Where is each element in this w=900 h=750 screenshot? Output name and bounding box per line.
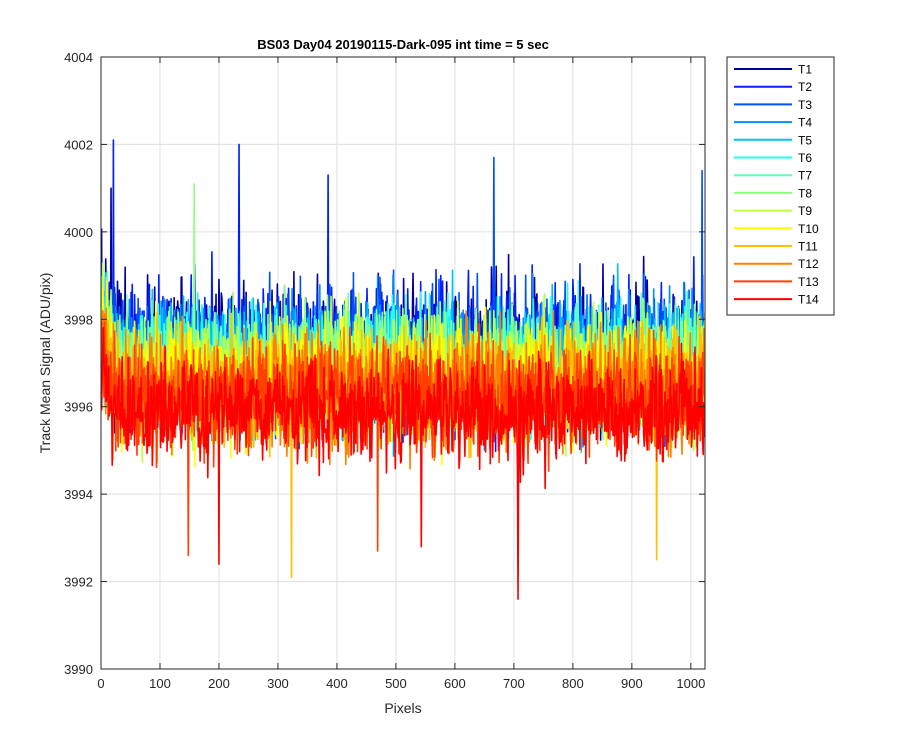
y-axis-ticks: 3990 3992 3994 3996 3998 4000 4002 4004 bbox=[64, 50, 705, 677]
legend-label-t8: T8 bbox=[798, 186, 812, 200]
y-tick-label: 4000 bbox=[64, 225, 93, 240]
x-tick-label: 0 bbox=[97, 676, 104, 691]
y-tick-label: 3994 bbox=[64, 487, 93, 502]
x-tick-label: 700 bbox=[503, 676, 525, 691]
legend-label-t2: T2 bbox=[798, 80, 812, 94]
y-tick-label: 3992 bbox=[64, 575, 93, 590]
y-axis-label: Track Mean Signal (ADU/pix) bbox=[37, 273, 53, 454]
legend-label-t10: T10 bbox=[798, 222, 819, 236]
y-tick-label: 3998 bbox=[64, 312, 93, 327]
x-tick-label: 600 bbox=[444, 676, 466, 691]
x-axis-ticks: 0 100 200 300 400 500 600 700 800 900 1000 bbox=[97, 57, 705, 691]
x-tick-label: 800 bbox=[562, 676, 584, 691]
legend-box bbox=[726, 56, 835, 316]
legend-label-t9: T9 bbox=[798, 204, 812, 218]
x-tick-label: 500 bbox=[385, 676, 407, 691]
legend-label-t6: T6 bbox=[798, 151, 812, 165]
axes-box bbox=[100, 56, 706, 670]
y-tick-label: 3990 bbox=[64, 662, 93, 677]
legend-label-t1: T1 bbox=[798, 63, 812, 77]
x-tick-label: 300 bbox=[267, 676, 289, 691]
y-tick-label: 4004 bbox=[64, 50, 93, 65]
x-tick-label: 200 bbox=[208, 676, 230, 691]
x-tick-label: 1000 bbox=[676, 676, 705, 691]
y-tick-label: 3996 bbox=[64, 400, 93, 415]
x-tick-label: 400 bbox=[326, 676, 348, 691]
legend-label-t4: T4 bbox=[798, 116, 812, 130]
series-line-t14 bbox=[101, 326, 705, 600]
legend: T1 T2 T3 T4 T5 T6 T7 T8 T9 T10 T11 T12 T13 T14 bbox=[726, 56, 835, 316]
chart-title: BS03 Day04 20190115-Dark-095 int time = … bbox=[257, 37, 549, 52]
legend-label-t7: T7 bbox=[798, 169, 812, 183]
series-layer bbox=[101, 139, 705, 600]
legend-label-t14: T14 bbox=[798, 293, 819, 307]
legend-label-t13: T13 bbox=[798, 275, 819, 289]
x-tick-label: 900 bbox=[621, 676, 643, 691]
legend-label-t12: T12 bbox=[798, 257, 819, 271]
plot-area: 0 100 200 300 400 500 600 700 800 900 1000 3990399… bbox=[64, 50, 706, 691]
x-tick-label: 100 bbox=[149, 676, 171, 691]
legend-label-t5: T5 bbox=[798, 133, 812, 147]
legend-label-t11: T11 bbox=[798, 240, 818, 254]
legend-label-t3: T3 bbox=[798, 98, 812, 112]
x-axis-label: Pixels bbox=[384, 700, 421, 716]
y-tick-label: 4002 bbox=[64, 137, 93, 152]
